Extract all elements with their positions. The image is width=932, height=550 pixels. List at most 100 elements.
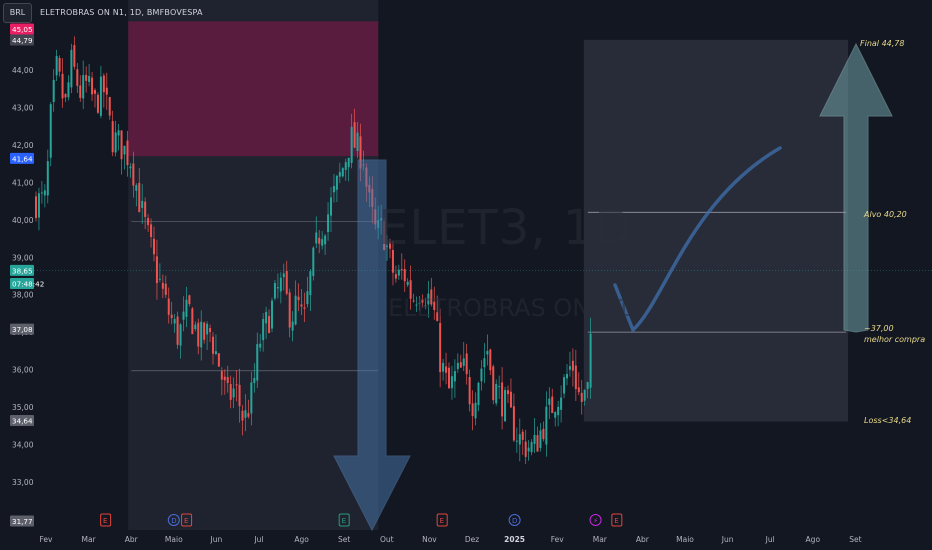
candle-body xyxy=(144,201,147,217)
earnings-event-glyph: E xyxy=(440,517,444,525)
candle-body xyxy=(439,323,442,373)
candle-body xyxy=(256,344,259,381)
candle-body xyxy=(206,323,209,335)
candle-body xyxy=(108,97,111,116)
candle-body xyxy=(450,376,453,389)
candle-body xyxy=(153,238,155,255)
price-label: 34,64 xyxy=(12,417,33,426)
candle-body xyxy=(164,283,167,295)
candle-body xyxy=(424,305,427,307)
candle-body xyxy=(147,218,150,226)
earnings-event-glyph: E xyxy=(103,517,107,525)
candle-body xyxy=(309,271,312,296)
price-label: 07:48:42 xyxy=(12,279,44,288)
earnings-event-marker xyxy=(436,513,448,527)
candle-body xyxy=(99,76,102,116)
x-tick-label: 2025 xyxy=(504,535,525,544)
candle-body xyxy=(509,391,512,408)
candle-body xyxy=(123,145,126,155)
candle-body xyxy=(170,314,173,319)
loss-level-label: Loss<34,64 xyxy=(864,416,911,425)
candle-body xyxy=(530,442,533,453)
candle-body xyxy=(507,390,509,395)
price-label-box xyxy=(10,23,34,35)
y-tick-label: 38,00 xyxy=(12,291,34,300)
candle-body xyxy=(548,398,551,405)
x-tick-label: Jul xyxy=(765,535,775,544)
candle-body xyxy=(350,126,353,163)
candle-body xyxy=(315,232,318,244)
candle-body xyxy=(471,403,474,417)
candle-body xyxy=(40,192,43,194)
candle-body xyxy=(150,224,153,238)
candle-body xyxy=(512,406,515,441)
candle-body xyxy=(241,410,244,421)
candle-body xyxy=(105,87,108,95)
x-tick-label: Ago xyxy=(806,535,821,544)
candle-body xyxy=(303,307,306,309)
x-tick-label: Mar xyxy=(82,535,97,544)
candle-body xyxy=(468,377,471,405)
x-tick-label: Fev xyxy=(40,535,54,544)
candle-body xyxy=(474,402,477,419)
price-label: 38,65 xyxy=(12,266,33,275)
news-event-marker xyxy=(338,513,350,527)
candle-body xyxy=(338,172,341,177)
price-label-box xyxy=(10,264,34,276)
candle-body xyxy=(430,289,433,305)
candle-body xyxy=(203,322,206,340)
candle-body xyxy=(141,200,144,208)
candle-body xyxy=(91,77,94,95)
candle-body xyxy=(117,130,120,136)
watermark-ticker: ELET3, 1D xyxy=(378,200,633,256)
candle-body xyxy=(574,365,577,389)
y-tick-label: 43,00 xyxy=(12,103,34,112)
candle-body xyxy=(126,140,129,166)
candle-body xyxy=(568,366,571,370)
x-tick-label: Jun xyxy=(721,535,734,544)
candle-body xyxy=(332,186,335,193)
candle-body xyxy=(501,382,504,417)
earnings-event-marker xyxy=(100,513,112,527)
candle-body xyxy=(551,396,554,414)
y-tick-label: 35,00 xyxy=(12,403,34,412)
candle-body xyxy=(120,130,123,160)
candle-body xyxy=(58,57,61,72)
candle-body xyxy=(271,300,273,329)
candle-body xyxy=(344,162,347,170)
candle-body xyxy=(232,388,235,398)
candle-body xyxy=(176,316,179,345)
candle-body xyxy=(527,447,530,452)
split-event-marker xyxy=(589,514,602,526)
candle-body xyxy=(359,136,362,169)
candle-body xyxy=(453,371,456,382)
candle-body xyxy=(542,428,545,440)
candle-body xyxy=(436,312,439,321)
candle-body xyxy=(61,73,64,99)
y-tick-label: 34,00 xyxy=(12,441,34,450)
best-buy-label: melhor compra xyxy=(864,335,925,344)
candle-body xyxy=(504,389,507,422)
currency-selector-button[interactable]: BRL xyxy=(3,3,32,23)
x-tick-label: Set xyxy=(849,535,861,544)
x-tick-label: Jul xyxy=(253,535,263,544)
candle-body xyxy=(167,298,170,315)
candle-body xyxy=(563,377,566,394)
candle-body xyxy=(406,281,409,286)
candle-body xyxy=(445,366,448,373)
candle-body xyxy=(415,304,418,306)
candle-body xyxy=(200,321,203,348)
y-tick-label: 33,00 xyxy=(12,478,34,487)
candle-body xyxy=(539,430,542,448)
candle-body xyxy=(173,319,176,324)
x-tick-label: Dez xyxy=(465,535,479,544)
candle-body xyxy=(94,90,96,94)
candle-body xyxy=(262,318,265,341)
x-tick-label: Maio xyxy=(676,535,694,544)
candle-body xyxy=(55,56,58,76)
y-tick-label: 36,00 xyxy=(12,366,34,375)
candle-body xyxy=(111,121,114,153)
candle-body xyxy=(321,239,324,246)
split-event-glyph: ⚡ xyxy=(593,517,598,525)
